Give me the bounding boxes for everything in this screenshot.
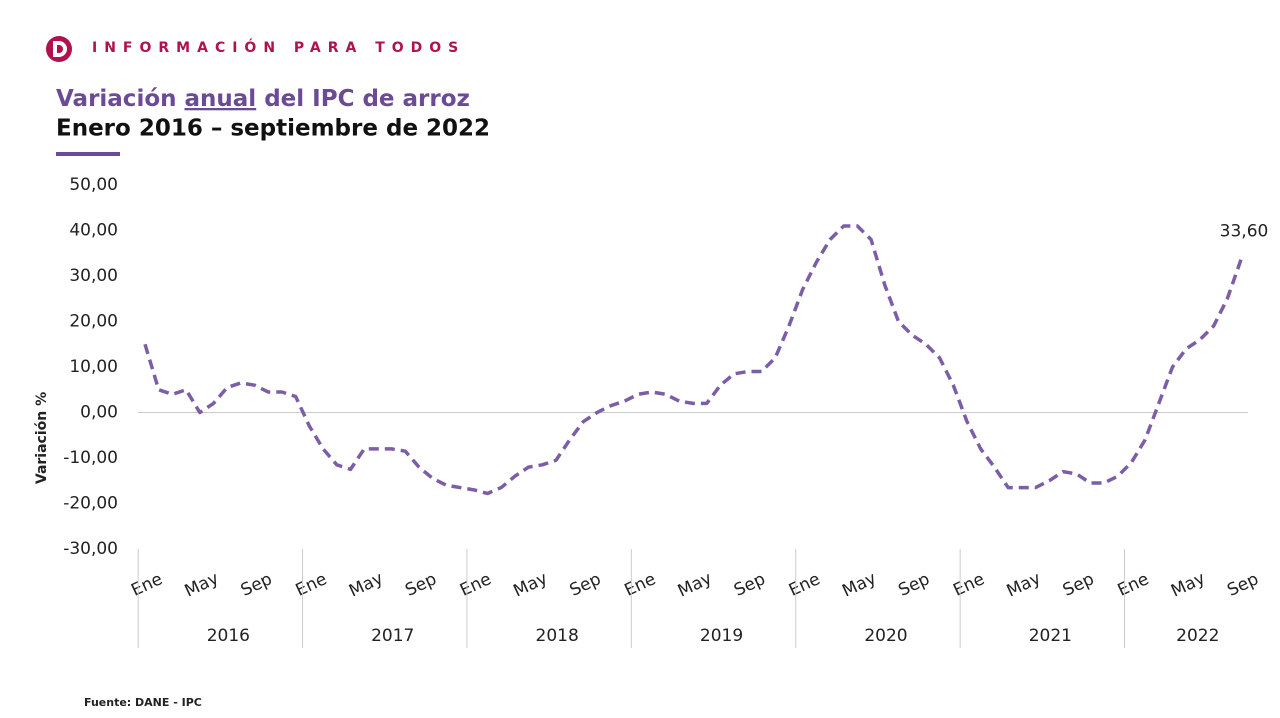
title-part: anual (185, 86, 257, 112)
x-tick-label: Ene (786, 569, 823, 601)
x-tick-label: May (839, 569, 879, 602)
year-label: 2018 (536, 626, 579, 646)
x-tick-label: Sep (402, 569, 439, 601)
y-tick-label: 20,00 (69, 312, 118, 332)
x-tick-label: Sep (567, 569, 604, 601)
x-tick-label: May (346, 569, 386, 602)
title-rule (56, 152, 120, 156)
x-tick-label: Sep (895, 569, 932, 601)
year-label: 2020 (864, 626, 907, 646)
x-tick-label: May (510, 569, 550, 602)
y-tick-label: 0,00 (80, 403, 118, 423)
line-series (143, 224, 1243, 496)
x-tick-label: Ene (621, 569, 658, 601)
x-tick-label: Sep (1060, 569, 1097, 601)
y-tick-label: -20,00 (63, 494, 118, 514)
year-label: 2022 (1176, 626, 1219, 646)
x-tick-label: Sep (731, 569, 768, 601)
x-tick-label: Ene (293, 569, 330, 601)
chart-subtitle: Enero 2016 – septiembre de 2022 (56, 116, 490, 142)
data-label: 33,60 (1220, 222, 1269, 242)
year-label: 2016 (207, 626, 250, 646)
title-part: Variación (56, 86, 185, 112)
x-tick-label: Ene (1115, 569, 1152, 601)
y-tick-label: 30,00 (69, 266, 118, 286)
year-label: 2017 (371, 626, 414, 646)
x-tick-label: Ene (457, 569, 494, 601)
year-label: 2021 (1029, 626, 1072, 646)
x-tick-label: May (1004, 569, 1044, 602)
chart-title: Variación anual del IPC de arroz (56, 86, 470, 112)
y-tick-label: 50,00 (69, 175, 118, 195)
title-part: del IPC de arroz (256, 86, 470, 112)
year-label: 2019 (700, 626, 743, 646)
y-tick-label: -30,00 (63, 539, 118, 559)
x-tick-label: Sep (1224, 569, 1261, 601)
y-tick-label: 10,00 (69, 357, 118, 377)
x-tick-label: May (182, 569, 222, 602)
y-tick-label: 40,00 (69, 221, 118, 241)
y-tick-label: -10,00 (63, 448, 118, 468)
x-tick-label: Ene (950, 569, 987, 601)
x-tick-label: May (675, 569, 715, 602)
logo-letter (53, 41, 67, 57)
source: Fuente: DANE - IPC (84, 696, 202, 709)
x-tick-label: Sep (238, 569, 275, 601)
brand: INFORMACIÓN PARA TODOS (92, 38, 465, 56)
y-axis-label: Variación % (34, 392, 50, 484)
logo (46, 36, 72, 62)
x-tick-label: May (1168, 569, 1208, 602)
x-tick-label: Ene (128, 569, 165, 601)
